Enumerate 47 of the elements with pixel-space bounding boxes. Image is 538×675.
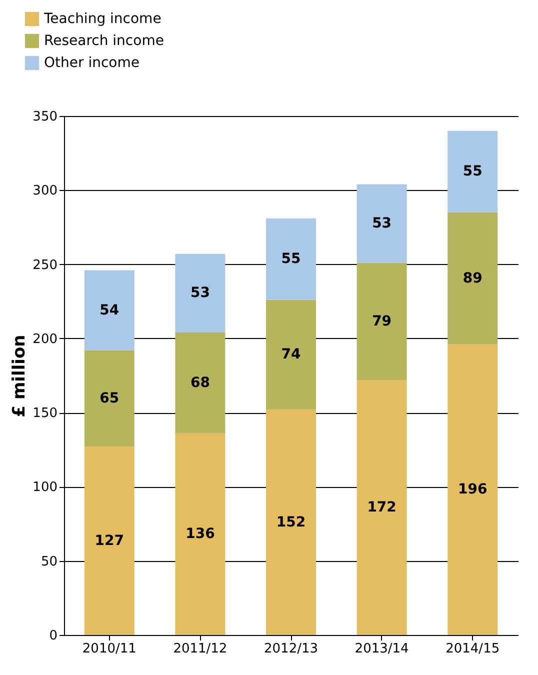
bar bbox=[84, 446, 134, 635]
data-label: 54 bbox=[100, 302, 120, 318]
x-tick-label: 2013/14 bbox=[354, 642, 409, 656]
data-label: 89 bbox=[462, 270, 482, 286]
data-label: 68 bbox=[190, 374, 210, 391]
bar bbox=[448, 130, 498, 212]
y-tick-label: 100 bbox=[32, 480, 58, 496]
x-tick-label: 2011/12 bbox=[173, 642, 228, 656]
bar bbox=[356, 262, 407, 380]
data-label: 74 bbox=[281, 346, 301, 363]
legend-label: Research income bbox=[44, 33, 164, 49]
y-tick-label: 300 bbox=[32, 184, 58, 199]
bar bbox=[84, 350, 134, 447]
bar bbox=[356, 184, 407, 263]
data-label: 53 bbox=[190, 285, 210, 302]
bar bbox=[448, 212, 498, 344]
data-label: 55 bbox=[462, 164, 482, 180]
bar bbox=[266, 300, 316, 410]
bar bbox=[356, 380, 407, 635]
y-axis-title: £ million bbox=[10, 334, 30, 418]
bar bbox=[84, 270, 134, 350]
data-label: 79 bbox=[372, 313, 392, 330]
y-tick-label: 250 bbox=[32, 258, 58, 273]
x-tick-label: 2012/13 bbox=[264, 642, 318, 656]
y-tick-label: 50 bbox=[40, 554, 58, 570]
bar bbox=[266, 410, 316, 635]
y-tick-label: 0 bbox=[49, 628, 58, 644]
data-label: 55 bbox=[281, 251, 301, 268]
data-label: 152 bbox=[276, 514, 306, 530]
legend-label: Teaching income bbox=[43, 11, 162, 27]
data-label: 196 bbox=[458, 482, 488, 498]
x-tick-label: 2010/11 bbox=[82, 642, 136, 656]
data-label: 65 bbox=[100, 390, 120, 406]
data-label: 172 bbox=[367, 499, 396, 516]
data-label: 127 bbox=[94, 532, 124, 549]
legend-label: Other income bbox=[44, 55, 140, 71]
bar bbox=[266, 218, 316, 300]
data-label: 136 bbox=[186, 526, 215, 542]
bar bbox=[448, 344, 498, 635]
y-tick-label: 200 bbox=[32, 332, 58, 347]
x-tick-label: 2014/15 bbox=[446, 642, 500, 656]
bar bbox=[175, 254, 226, 332]
y-tick-label: 350 bbox=[32, 110, 58, 124]
bar bbox=[175, 332, 226, 434]
y-tick-label: 150 bbox=[32, 406, 58, 422]
bar bbox=[175, 433, 226, 635]
data-label: 53 bbox=[372, 216, 392, 232]
